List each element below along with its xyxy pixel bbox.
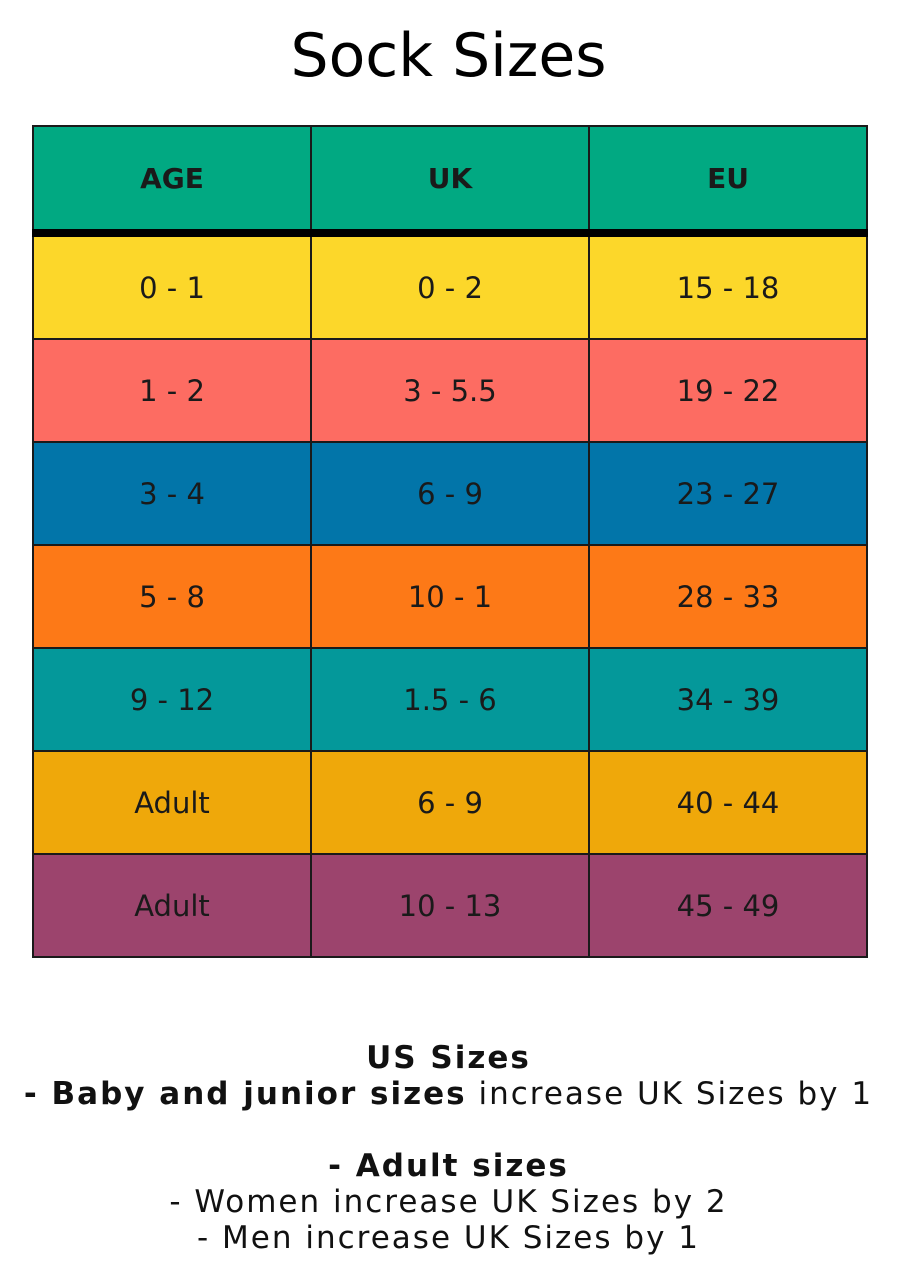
age-cell: 9 - 12 (32, 647, 312, 752)
age-cell: 1 - 2 (32, 338, 312, 443)
uk-cell: 10 - 1 (310, 544, 590, 649)
women-sizes-note: - Women increase UK Sizes by 2 (169, 1184, 728, 1220)
uk-cell: 6 - 9 (310, 750, 590, 855)
uk-cell: 1.5 - 6 (310, 647, 590, 752)
page-title: Sock Sizes (290, 21, 607, 91)
column-header-eu: EU (588, 125, 868, 237)
column-header-age: AGE (32, 125, 312, 237)
sock-size-table: AGE UK EU 0 - 1 0 - 2 15 - 18 1 - 2 3 - … (32, 125, 868, 958)
age-cell: 5 - 8 (32, 544, 312, 649)
age-cell: Adult (32, 853, 312, 958)
us-sizes-heading: US Sizes (366, 1040, 531, 1076)
junior-sizes-note: - Baby and junior sizes increase UK Size… (0, 1076, 897, 1112)
table-row: 0 - 1 0 - 2 15 - 18 (32, 232, 868, 340)
table-row: Adult 6 - 9 40 - 44 (32, 750, 868, 855)
age-cell: 3 - 4 (32, 441, 312, 546)
uk-cell: 6 - 9 (310, 441, 590, 546)
men-sizes-note: - Men increase UK Sizes by 1 (197, 1220, 700, 1256)
adult-sizes-heading: - Adult sizes (328, 1148, 569, 1184)
us-sizes-notes: US Sizes - Baby and junior sizes increas… (0, 1040, 897, 1256)
table-row: 3 - 4 6 - 9 23 - 27 (32, 441, 868, 546)
column-header-uk: UK (310, 125, 590, 237)
table-row: 9 - 12 1.5 - 6 34 - 39 (32, 647, 868, 752)
table-row: 5 - 8 10 - 1 28 - 33 (32, 544, 868, 649)
junior-sizes-text: increase UK Sizes by 1 (466, 1076, 874, 1112)
age-cell: 0 - 1 (32, 232, 312, 340)
uk-cell: 3 - 5.5 (310, 338, 590, 443)
eu-cell: 28 - 33 (588, 544, 868, 649)
junior-sizes-label: - Baby and junior sizes (23, 1076, 467, 1112)
uk-cell: 0 - 2 (310, 232, 590, 340)
eu-cell: 23 - 27 (588, 441, 868, 546)
eu-cell: 15 - 18 (588, 232, 868, 340)
eu-cell: 34 - 39 (588, 647, 868, 752)
notes-spacer (0, 1112, 897, 1148)
eu-cell: 45 - 49 (588, 853, 868, 958)
age-cell: Adult (32, 750, 312, 855)
table-row: Adult 10 - 13 45 - 49 (32, 853, 868, 958)
table-row: 1 - 2 3 - 5.5 19 - 22 (32, 338, 868, 443)
table-header-row: AGE UK EU (32, 125, 868, 237)
uk-cell: 10 - 13 (310, 853, 590, 958)
eu-cell: 40 - 44 (588, 750, 868, 855)
eu-cell: 19 - 22 (588, 338, 868, 443)
